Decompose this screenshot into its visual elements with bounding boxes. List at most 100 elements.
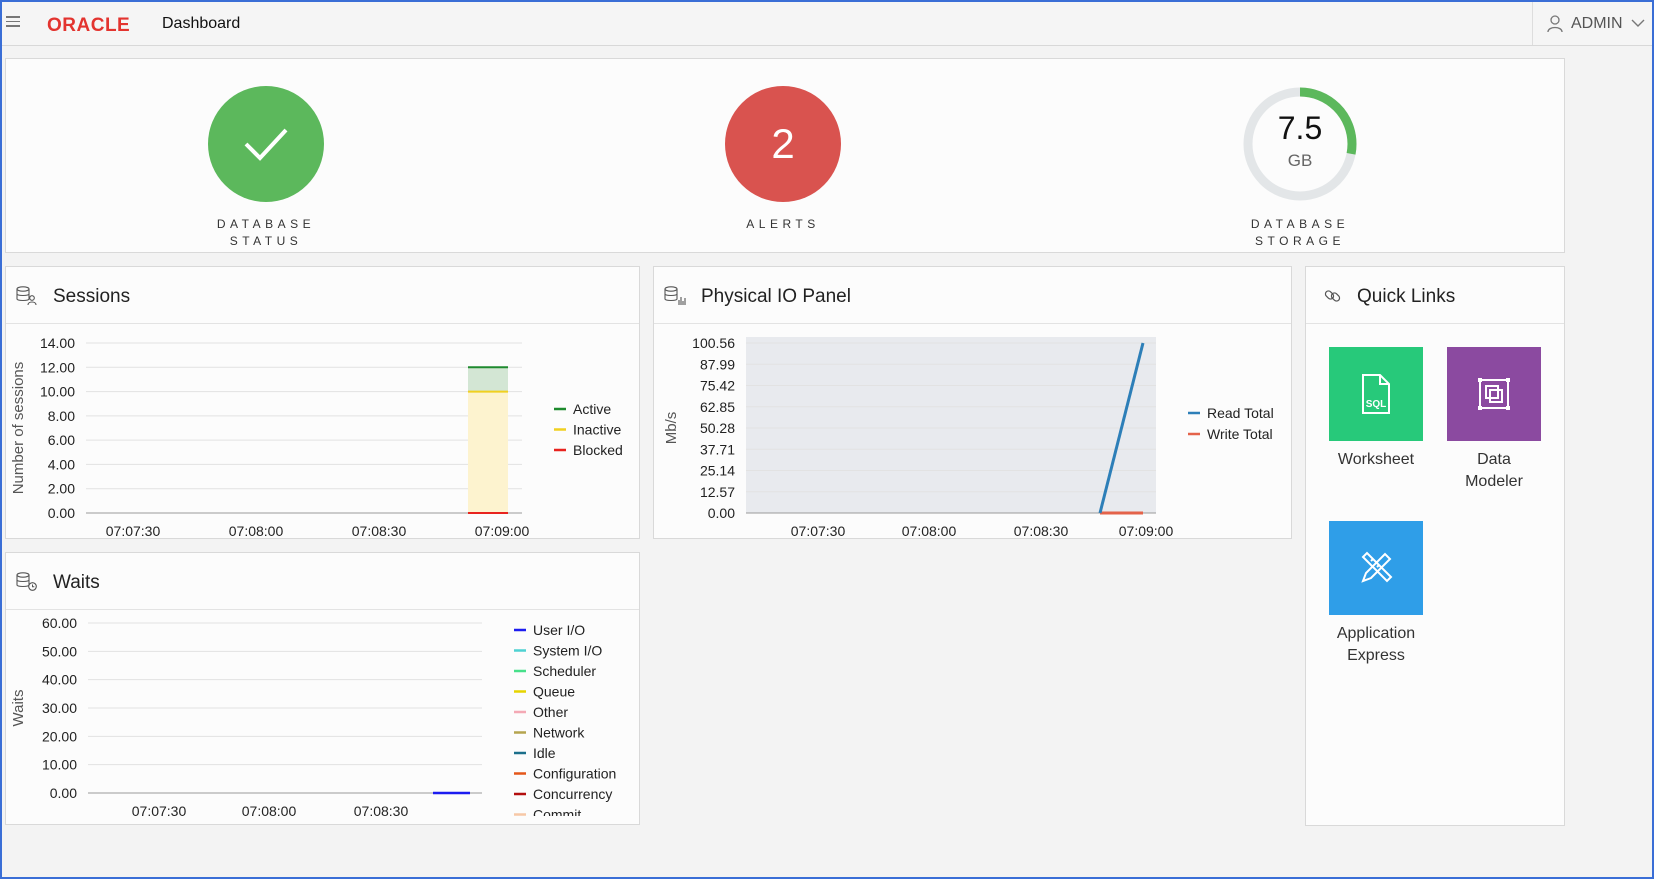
- y-tick-label: 60.00: [42, 615, 77, 631]
- menu-icon[interactable]: [6, 16, 20, 30]
- data-modeler-icon: [1478, 378, 1510, 410]
- physical-io-panel: Physical IO Panel 100.56 87.99 75.42 62.85 5…: [653, 266, 1292, 539]
- y-tick-label: 0.00: [708, 505, 735, 521]
- chevron-down-icon: [1631, 19, 1645, 27]
- alerts-count-badge: 2: [725, 86, 841, 202]
- quick-link-data-modeler[interactable]: Data Modeler: [1434, 347, 1554, 493]
- data-modeler-tile[interactable]: [1447, 347, 1541, 441]
- y-tick-label: 50.00: [42, 643, 77, 659]
- y-tick-label: 14.00: [40, 335, 75, 351]
- y-tick-label: 30.00: [42, 700, 77, 716]
- y-axis-label: Number of sessions: [10, 362, 27, 495]
- legend-label: Idle: [533, 745, 556, 761]
- worksheet-tile[interactable]: SQL: [1329, 347, 1423, 441]
- database-chart-icon: [664, 286, 686, 305]
- waits-panel: Waits 60.00 50.00 40.00 30.00 20.00 10.00 0.00…: [5, 552, 640, 825]
- x-tick-label: 07:08:00: [229, 523, 284, 539]
- legend-label: Write Total: [1207, 426, 1273, 442]
- x-tick-label: 07:08:00: [902, 523, 957, 539]
- database-storage-label-2: STORAGE: [1255, 234, 1345, 248]
- data-modeler-label-1: Data: [1477, 451, 1511, 468]
- application-express-label-2: Express: [1347, 647, 1405, 664]
- read-total-line: [1098, 342, 1145, 514]
- y-tick-label: 40.00: [42, 672, 77, 688]
- database-user-icon: [16, 286, 37, 306]
- y-tick-label: 6.00: [48, 432, 75, 448]
- y-tick-label: 37.71: [700, 441, 735, 457]
- y-tick-label: 12.00: [40, 359, 75, 375]
- legend-label: Scheduler: [533, 663, 596, 679]
- user-icon: [1547, 14, 1563, 32]
- sql-file-icon: SQL: [1362, 374, 1390, 414]
- active-area: [468, 367, 508, 392]
- database-status-label-2: STATUS: [229, 234, 303, 248]
- y-tick-label: 87.99: [700, 356, 735, 372]
- x-tick-label: 07:08:30: [1014, 523, 1069, 539]
- oracle-logo: ORACLE: [47, 15, 131, 36]
- y-tick-label: 0.00: [50, 785, 77, 801]
- physical-io-title: Physical IO Panel: [701, 286, 851, 307]
- legend-label: Inactive: [573, 422, 621, 438]
- waits-chart: 60.00 50.00 40.00 30.00 20.00 10.00 0.00 07:07:…: [10, 615, 616, 819]
- x-tick-label: 07:09:00: [1119, 523, 1174, 539]
- quick-link-worksheet[interactable]: SQL Worksheet: [1316, 347, 1436, 471]
- y-tick-label: 10.00: [40, 384, 75, 400]
- legend-label: Other: [533, 704, 568, 720]
- application-express-label-1: Application: [1336, 625, 1416, 642]
- inactive-area: [468, 391, 508, 513]
- top-bar: ORACLE Dashboard ADMIN: [2, 2, 1652, 46]
- checkmark-icon: [244, 128, 288, 161]
- sessions-panel: Sessions 14.00 12.00 10.00 8.00 6.00 4.00 2.00…: [5, 266, 640, 539]
- waits-legend: User I/O System I/O Scheduler Queue Other Net…: [514, 622, 616, 816]
- x-tick-label: 07:09:00: [475, 523, 530, 539]
- database-storage-kpi[interactable]: 7.5 GB DATABASE STORAGE: [1240, 86, 1360, 250]
- y-tick-label: 20.00: [42, 728, 77, 744]
- alerts-kpi[interactable]: 2 ALERTS: [723, 86, 843, 233]
- x-tick-label: 07:07:30: [791, 523, 846, 539]
- storage-value: 7.5: [1277, 110, 1323, 146]
- alerts-label: ALERTS: [746, 217, 820, 231]
- waits-title: Waits: [53, 572, 100, 593]
- x-tick-label: 07:08:00: [242, 803, 297, 819]
- y-tick-label: 2.00: [48, 481, 75, 497]
- y-tick-label: 62.85: [700, 399, 735, 415]
- x-tick-label: 07:08:30: [352, 523, 407, 539]
- legend-label: User I/O: [533, 622, 585, 638]
- y-tick-label: 50.28: [700, 420, 735, 436]
- physical-io-chart: 100.56 87.99 75.42 62.85 50.28 37.71 25.14 12.5…: [663, 335, 1274, 539]
- database-clock-icon: [16, 572, 37, 591]
- y-tick-label: 100.56: [692, 335, 735, 351]
- legend-label: Read Total: [1207, 405, 1274, 421]
- page-title: Dashboard: [162, 15, 241, 32]
- y-tick-label: 25.14: [700, 463, 735, 479]
- application-express-tile[interactable]: [1329, 521, 1423, 615]
- sessions-title: Sessions: [53, 286, 131, 307]
- y-tick-label: 12.57: [700, 484, 735, 500]
- y-axis-label: Mb/s: [663, 412, 680, 445]
- y-tick-label: 75.42: [700, 378, 735, 394]
- plot-area-background: [746, 337, 1156, 513]
- sessions-header: Sessions: [6, 267, 639, 324]
- legend-label: System I/O: [533, 643, 602, 659]
- quick-links-title: Quick Links: [1357, 286, 1456, 307]
- legend-label: Configuration: [533, 766, 616, 782]
- pencil-ruler-icon: [1361, 551, 1393, 583]
- legend-label: Blocked: [573, 442, 623, 458]
- legend-label: Queue: [533, 684, 575, 700]
- data-modeler-label-2: Modeler: [1465, 473, 1523, 490]
- quick-links-panel: Quick Links SQL Worksheet Data Modeler: [1305, 266, 1565, 826]
- y-tick-label: 8.00: [48, 408, 75, 424]
- database-status-kpi[interactable]: DATABASE STATUS: [206, 86, 326, 250]
- sessions-chart: 14.00 12.00 10.00 8.00 6.00 4.00 2.00 0.00 07:07…: [10, 335, 623, 539]
- x-tick-label: 07:08:30: [354, 803, 409, 819]
- status-panel: DATABASE STATUS 2 ALERTS 7.5 GB DATABASE…: [5, 58, 1565, 253]
- link-icon: [1324, 290, 1341, 302]
- user-menu[interactable]: ADMIN: [1532, 2, 1652, 45]
- database-status-label-1: DATABASE: [216, 217, 316, 231]
- database-storage-label-1: DATABASE: [1250, 217, 1350, 231]
- quick-links-header: Quick Links: [1306, 267, 1564, 324]
- status-ok-badge: [208, 86, 324, 202]
- legend-label: Active: [573, 401, 611, 417]
- legend-label: Concurrency: [533, 786, 612, 802]
- quick-link-application-express[interactable]: Application Express: [1316, 521, 1436, 667]
